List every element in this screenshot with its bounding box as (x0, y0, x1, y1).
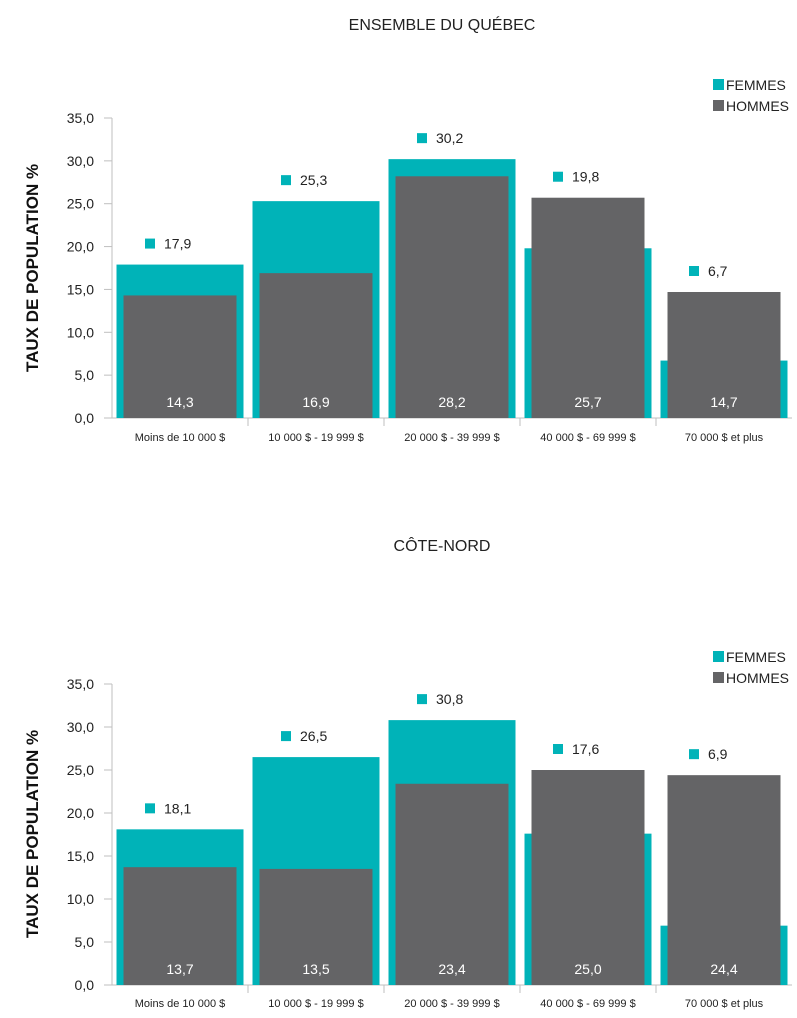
x-tick-label: 40 000 $ - 69 999 $ (540, 432, 635, 444)
bar-hommes (259, 273, 373, 418)
data-label-femmes: 26,5 (300, 728, 327, 744)
bar-hommes (259, 868, 373, 985)
y-tick-label: 30,0 (67, 153, 94, 169)
legend-label-hommes: HOMMES (726, 670, 789, 686)
y-tick-label: 20,0 (67, 805, 94, 821)
y-tick-label: 30,0 (67, 719, 94, 735)
data-label-femmes: 30,8 (436, 691, 463, 707)
legend-label-femmes: FEMMES (726, 77, 786, 93)
data-label-femmes: 6,9 (708, 746, 728, 762)
data-label-femmes: 30,2 (436, 130, 463, 146)
data-label-hommes: 14,7 (710, 394, 737, 410)
x-tick-label: 70 000 $ et plus (685, 432, 764, 444)
x-tick-label: 40 000 $ - 69 999 $ (540, 998, 635, 1010)
y-tick-label: 0,0 (75, 977, 95, 993)
data-label-hommes: 14,3 (166, 394, 193, 410)
data-label-marker (689, 266, 699, 276)
x-tick-label: Moins de 10 000 $ (135, 432, 226, 444)
y-tick-label: 5,0 (75, 367, 95, 383)
data-label-femmes: 18,1 (164, 800, 191, 816)
bar-hommes (667, 292, 781, 418)
bar-hommes (531, 770, 645, 985)
data-label-marker (689, 749, 699, 760)
chart-title: CÔTE-NORD (394, 536, 491, 555)
y-axis-label: TAUX DE POPULATION % (23, 164, 42, 372)
data-label-marker (145, 238, 155, 249)
y-tick-label: 35,0 (67, 110, 94, 126)
y-tick-label: 5,0 (75, 934, 95, 950)
data-label-hommes: 16,9 (302, 394, 329, 410)
data-label-hommes: 25,7 (574, 394, 601, 410)
y-tick-label: 25,0 (67, 762, 94, 778)
bar-hommes (667, 775, 781, 985)
legend-label-femmes: FEMMES (726, 649, 786, 665)
bar-hommes (531, 197, 645, 418)
y-tick-label: 10,0 (67, 891, 94, 907)
y-tick-label: 20,0 (67, 239, 94, 255)
data-label-hommes: 28,2 (438, 394, 465, 410)
data-label-marker (417, 133, 427, 144)
x-tick-label: 20 000 $ - 39 999 $ (404, 998, 499, 1010)
data-label-marker (281, 731, 291, 742)
chart-title: ENSEMBLE DU QUÉBEC (349, 15, 536, 34)
data-label-femmes: 25,3 (300, 172, 327, 188)
data-label-marker (145, 803, 155, 814)
legend-swatch-hommes (713, 672, 724, 683)
data-label-femmes: 17,6 (572, 741, 599, 757)
y-axis-label: TAUX DE POPULATION % (23, 730, 42, 938)
bar-hommes (123, 295, 237, 418)
x-tick-label: 10 000 $ - 19 999 $ (268, 998, 363, 1010)
data-label-femmes: 19,8 (572, 169, 599, 185)
data-label-femmes: 6,7 (708, 263, 728, 279)
y-tick-label: 15,0 (67, 281, 94, 297)
y-tick-label: 10,0 (67, 324, 94, 340)
legend-swatch-femmes (713, 651, 724, 662)
x-tick-label: 70 000 $ et plus (685, 998, 764, 1010)
data-label-hommes: 13,7 (166, 961, 193, 977)
chart-1: ENSEMBLE DU QUÉBEC TAUX DE POPULATION % 0,… (23, 15, 792, 444)
legend-swatch-hommes (713, 100, 724, 111)
data-label-marker (553, 744, 563, 754)
legend-label-hommes: HOMMES (726, 98, 789, 114)
data-label-hommes: 23,4 (438, 961, 465, 977)
y-tick-label: 0,0 (75, 410, 95, 426)
bar-hommes (123, 867, 237, 985)
x-tick-label: Moins de 10 000 $ (135, 998, 226, 1010)
data-label-femmes: 17,9 (164, 236, 191, 252)
bar-hommes (395, 176, 509, 418)
data-label-hommes: 24,4 (710, 961, 737, 977)
x-tick-label: 20 000 $ - 39 999 $ (404, 432, 499, 444)
data-label-hommes: 25,0 (574, 961, 601, 977)
y-tick-label: 25,0 (67, 196, 94, 212)
bar-hommes (395, 783, 509, 985)
data-label-marker (553, 171, 563, 182)
data-label-marker (281, 175, 291, 186)
data-label-hommes: 13,5 (302, 961, 329, 977)
y-tick-label: 35,0 (67, 676, 94, 692)
legend-swatch-femmes (713, 79, 724, 90)
y-tick-label: 15,0 (67, 848, 94, 864)
data-label-marker (417, 694, 427, 705)
x-tick-label: 10 000 $ - 19 999 $ (268, 432, 363, 444)
chart-2: CÔTE-NORD TAUX DE POPULATION % 0,0 5,0 10,0 1… (23, 536, 792, 1010)
